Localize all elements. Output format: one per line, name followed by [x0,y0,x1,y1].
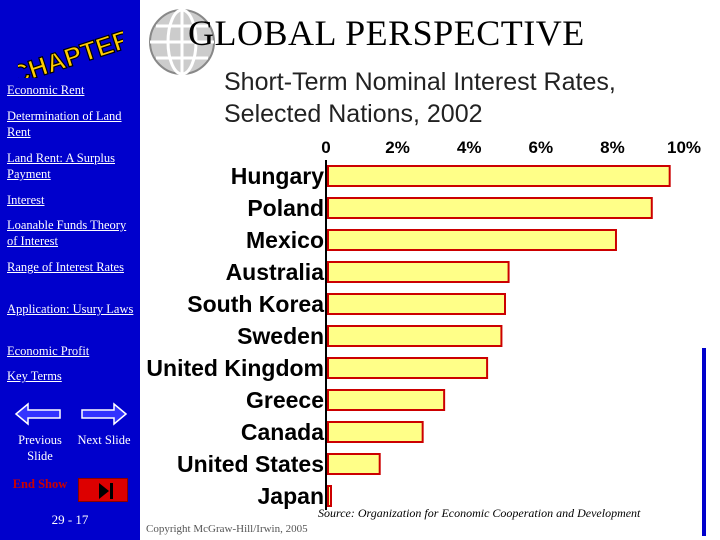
chart-title: Short-Term Nominal Interest Rates, Selec… [224,68,616,128]
nav-key-terms[interactable]: Key Terms [7,369,62,383]
x-tick-label: 6% [529,138,554,157]
bar-hungary [327,165,671,187]
end-icon [99,483,113,499]
chapter-logo: CHAPTER [18,23,123,78]
sidebar: CHAPTER Economic Rent Determination of L… [0,0,140,540]
nav-land-rent-surplus[interactable]: Land Rent: A Surplus Payment [7,151,115,181]
category-label-hungary: Hungary [231,163,325,189]
end-show-box[interactable] [78,478,128,502]
copyright: Copyright McGraw-Hill/Irwin, 2005 [146,523,308,535]
page-title: GLOBAL PERSPECTIVE [188,13,585,53]
bar-south-korea [327,293,506,315]
x-tick-label: 0 [321,138,330,157]
next-slide-button[interactable]: Next Slide [77,433,131,447]
category-label-united-kingdom: United Kingdom [146,355,324,381]
bar-united-states [327,453,381,475]
bar-japan [327,485,332,507]
nav-determination-of-land-rent[interactable]: Determination of Land Rent [7,109,122,139]
x-tick-label: 10% [667,138,701,157]
next-arrow-icon[interactable] [80,400,128,428]
bar-united-kingdom [327,357,489,379]
bar-canada [327,421,424,443]
category-label-south-korea: South Korea [187,291,324,317]
category-label-sweden: Sweden [237,323,324,349]
chapter-logo-text: CHAPTER [18,23,123,78]
category-label-australia: Australia [226,259,325,285]
category-label-poland: Poland [247,195,324,221]
bar-chart: 0 2% 4% 6% 8% 10% Hungary Poland Mexico Australia… [146,138,701,510]
globe-icon [149,8,215,76]
bar-australia [327,261,510,283]
decorative-divider [702,348,706,536]
x-tick-label: 4% [457,138,482,157]
previous-slide-button[interactable]: Previous Slide [18,433,62,463]
bar-greece [327,389,446,411]
x-tick-label: 8% [600,138,625,157]
nav-economic-profit[interactable]: Economic Profit [7,344,90,358]
nav-economic-rent[interactable]: Economic Rent [7,83,85,97]
slide-number: 29 - 17 [51,512,89,527]
nav-range-of-interest-rates[interactable]: Range of Interest Rates [7,260,124,274]
bar-mexico [327,229,617,251]
bar-poland [327,197,653,219]
category-label-united-states: United States [177,451,324,477]
end-show-button[interactable]: End Show [12,477,68,491]
nav-loanable-funds[interactable]: Loanable Funds Theory of Interest [7,218,127,248]
x-tick-label: 2% [385,138,410,157]
category-label-japan: Japan [258,483,324,509]
nav-usury-laws[interactable]: Application: Usury Laws [7,302,134,316]
source-note: Source: Organization for Economic Cooper… [318,506,641,520]
previous-arrow-icon[interactable] [14,400,62,428]
category-label-mexico: Mexico [246,227,324,253]
category-label-greece: Greece [246,387,324,413]
category-label-canada: Canada [241,419,324,445]
bar-sweden [327,325,503,347]
nav-interest[interactable]: Interest [7,193,45,207]
